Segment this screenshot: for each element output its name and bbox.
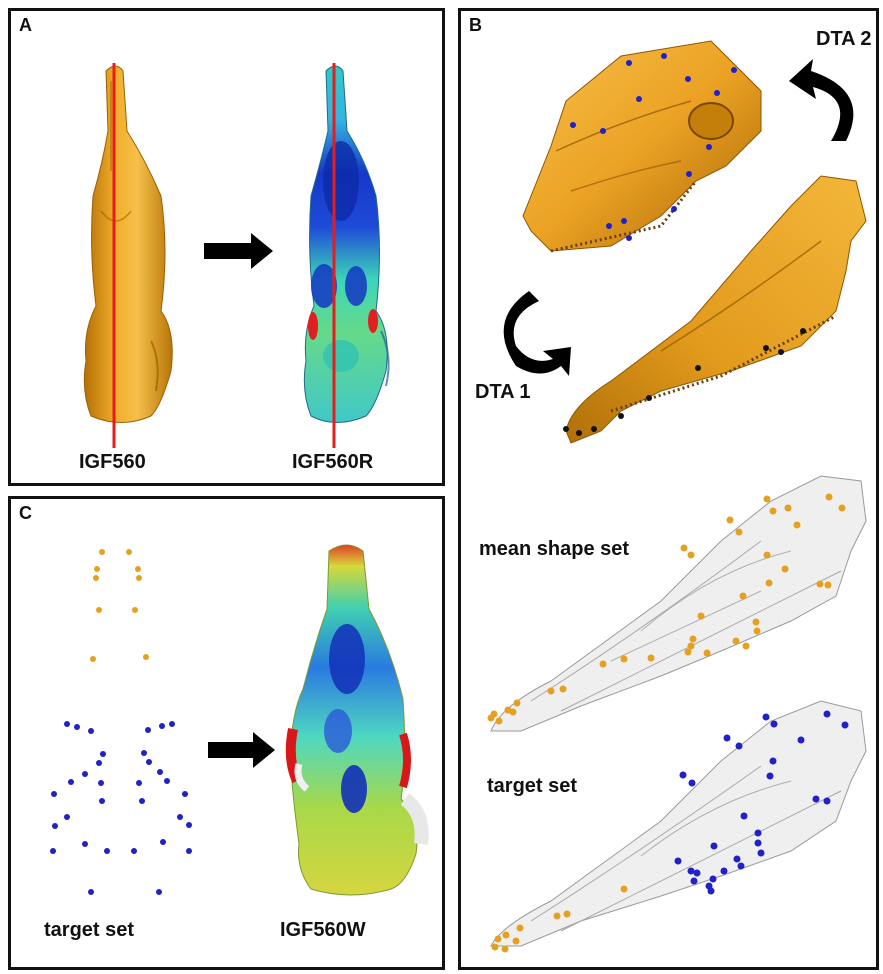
skull-target-set bbox=[490, 700, 867, 953]
skull-igf560r bbox=[303, 65, 390, 423]
rotate-arrow-dta1-icon bbox=[503, 291, 571, 376]
panel-b-letter: B bbox=[469, 15, 482, 35]
skull-dta2 bbox=[522, 40, 762, 253]
skull-igf560 bbox=[83, 65, 173, 423]
label-dta2: DTA 2 bbox=[816, 28, 872, 50]
panel-a: A bbox=[8, 8, 445, 486]
label-igf560: IGF560 bbox=[79, 451, 146, 473]
skull-igf560w bbox=[285, 544, 429, 896]
skull-dta1 bbox=[563, 175, 867, 444]
arrow-right-icon bbox=[204, 233, 273, 269]
label-igf560r: IGF560R bbox=[292, 451, 374, 473]
skull-mean-shape-set bbox=[487, 475, 867, 732]
panel-c-letter: C bbox=[19, 503, 32, 523]
panel-c-figure bbox=[50, 544, 429, 896]
label-mean-shape-set: mean shape set bbox=[479, 538, 630, 560]
label-target-set-b: target set bbox=[487, 775, 578, 797]
arrow-right-icon bbox=[208, 732, 275, 768]
target-set-blue-landmarks bbox=[50, 721, 192, 895]
label-dta1: DTA 1 bbox=[475, 381, 531, 403]
panel-b: B bbox=[458, 8, 879, 970]
label-target-set-c: target set bbox=[44, 919, 135, 941]
rotate-arrow-dta2-icon bbox=[789, 59, 854, 141]
panel-a-letter: A bbox=[19, 15, 32, 35]
target-set-orange-landmarks bbox=[90, 549, 149, 662]
panel-c: C bbox=[8, 496, 445, 970]
panel-b-figure bbox=[487, 40, 867, 953]
panel-a-figure bbox=[83, 63, 390, 448]
label-igf560w: IGF560W bbox=[280, 919, 366, 941]
